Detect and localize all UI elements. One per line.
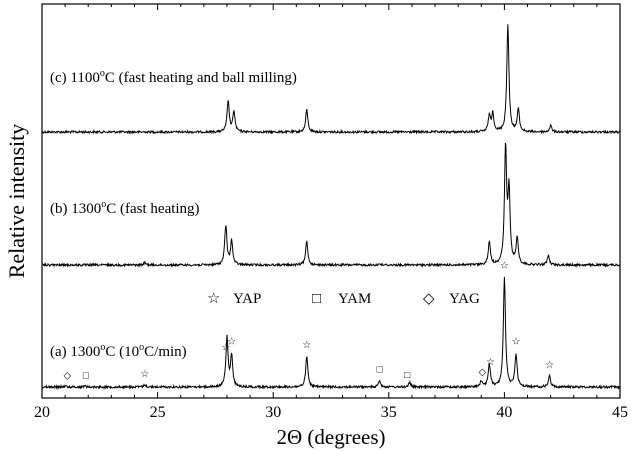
legend: ☆ YAP □ YAM ◇ YAG [207,291,480,307]
peak-marker: ☆ [221,343,230,354]
series-label: (b) 1300oC (fast heating) [50,199,200,217]
series-label-tail: C/min) [144,344,187,360]
trace-2 [41,276,621,390]
peak-marker: ☆ [486,357,495,368]
series-label-tail: C (10 [105,344,139,360]
peak-marker: ☆ [302,340,311,351]
x-axis-ticks: 20 25 30 35 40 45 [34,4,628,421]
peak-marker: ◇ [64,371,72,382]
y-axis-label: Relative intensity [4,124,29,279]
series-labels: (c) 1100oC (fast heating and ball millin… [50,68,297,360]
series-label-tail: C (fast heating and ball milling) [105,70,297,86]
series-label-degree: o [101,199,106,210]
legend-symbol: □ [312,291,321,307]
series-label-tail: C (fast heating) [106,201,199,217]
x-tick-label: 45 [612,404,628,421]
legend-symbol: ☆ [207,291,220,307]
series-label: (c) 1100oC (fast heating and ball millin… [50,68,297,86]
peak-marker: ☆ [227,337,236,348]
series-label-main: (b) 1300 [50,201,101,217]
legend-label: YAM [338,291,371,307]
x-tick-label: 30 [265,404,281,421]
series-label-degree: o [139,342,144,353]
peak-marker: ☆ [545,360,554,371]
x-tick-label: 25 [150,404,166,421]
peak-marker: ☆ [512,337,521,348]
peak-marker: ☆ [140,369,149,380]
series-label: (a) 1300oC (10oC/min) [50,342,187,360]
legend-label: YAP [233,291,261,307]
series-label-degree: o [100,68,105,79]
x-tick-label: 20 [34,404,50,421]
legend-symbol: ◇ [423,291,435,307]
plot-frame [41,3,621,399]
series-label-main: (a) 1300 [50,344,100,360]
peak-marker: □ [83,370,89,381]
x-tick-label: 35 [381,404,397,421]
x-tick-label: 40 [496,404,512,421]
traces [41,24,621,390]
peak-annotations: ◇ □ ☆☆☆ ☆□ □ ◇☆☆☆☆ [64,260,554,381]
trace-1 [41,142,621,268]
peak-marker: ◇ [479,367,487,378]
legend-label: YAG [449,291,480,307]
trace-0 [41,24,621,135]
peak-marker: □ [404,370,410,381]
peak-marker: □ [377,364,383,375]
x-axis-label: 2Θ (degrees) [276,425,385,449]
series-label-degree: o [100,342,105,353]
series-label-main: (c) 1100 [50,70,100,86]
peak-marker: ☆ [500,260,509,271]
